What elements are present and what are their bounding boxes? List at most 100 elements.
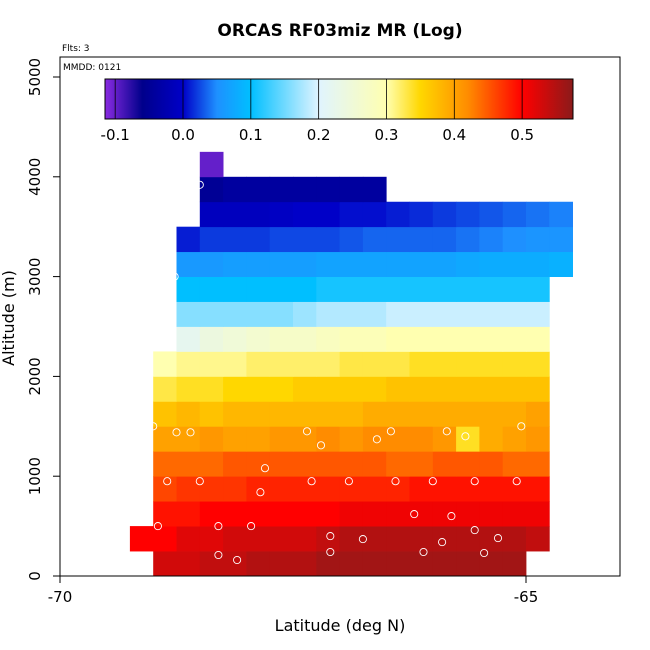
heatmap-cell (432, 251, 457, 277)
heatmap-cell (316, 301, 340, 327)
heatmap-cell (199, 426, 224, 452)
heatmap-cell (409, 351, 434, 377)
flight-point (428, 477, 437, 486)
y-tick-label: 4000 (26, 158, 44, 196)
heatmap-cell (502, 301, 527, 327)
heatmap-cell (526, 226, 550, 253)
heatmap-cell (432, 201, 457, 228)
heatmap-cell (199, 451, 224, 477)
heatmap-cell (293, 526, 317, 552)
heatmap-cell (502, 501, 527, 527)
heatmap-cell (176, 251, 201, 277)
heatmap-cell (293, 551, 317, 577)
heatmap-cell (339, 276, 364, 302)
heatmap-cell (409, 551, 434, 577)
flight-point (386, 427, 395, 436)
heatmap-cell (176, 226, 201, 253)
heatmap-cell (339, 451, 364, 477)
heatmap-cell (293, 226, 317, 253)
flight-point (302, 427, 312, 436)
flight-point (372, 435, 381, 444)
flight-point (247, 522, 256, 531)
heatmap-cell (339, 551, 364, 577)
y-axis-label: Altitude (m) (0, 270, 18, 366)
heatmap-cell (176, 501, 201, 527)
heatmap-cell (199, 226, 224, 253)
heatmap-cell (386, 401, 410, 427)
flight-point (316, 441, 326, 450)
x-axis: -70 -65 (48, 576, 538, 606)
heatmap-cell (362, 276, 387, 302)
heatmap-cell (386, 376, 410, 402)
heatmap-cell (386, 451, 410, 477)
heatmap-cell (246, 551, 271, 577)
heatmap-cell (293, 176, 317, 203)
heatmap-cell (176, 451, 201, 477)
heatmap-cell (362, 301, 387, 327)
heatmap-cell (316, 476, 340, 502)
colorbar-tick-label: 0.2 (307, 126, 331, 144)
heatmap-cell (293, 326, 317, 352)
heatmap-cell (316, 351, 340, 377)
heatmap-cell (432, 426, 457, 452)
heatmap-cell (316, 276, 340, 302)
heatmap-cell (362, 526, 387, 552)
heatmap-cell (293, 301, 317, 327)
flight-point (601, 357, 610, 366)
flight-point (111, 554, 120, 564)
heatmap-cell (479, 501, 504, 527)
heatmap-cell (526, 351, 550, 377)
heatmap-cell (269, 326, 294, 352)
heatmap-cell (223, 426, 247, 452)
heatmap-cell (456, 376, 480, 402)
heatmap-cell (223, 401, 247, 427)
flight-point (153, 522, 162, 531)
heatmap-cell (456, 451, 480, 477)
flight-point (111, 526, 120, 535)
heatmap-cell (502, 276, 527, 302)
heatmap-cell (153, 426, 177, 452)
heatmap-cell (362, 501, 387, 527)
heatmap-cell (549, 201, 573, 228)
heatmap-cell (339, 251, 364, 277)
heatmap-cell (479, 451, 504, 477)
colorbar-tick-label: 0.4 (442, 126, 466, 144)
x-tick-label: -70 (48, 588, 73, 606)
heatmap-cell (246, 176, 271, 203)
heatmap-cell (456, 476, 480, 502)
flight-point (170, 272, 179, 281)
flight-point (107, 541, 116, 550)
heatmap-cell (199, 476, 224, 502)
heatmap-cell (526, 501, 550, 527)
heatmap-cell (269, 501, 294, 527)
heatmap-cell (386, 201, 410, 228)
heatmap-cell (432, 326, 457, 352)
heatmap-cell (339, 501, 364, 527)
heatmap-cell (246, 301, 271, 327)
heatmap-cell (502, 376, 527, 402)
heatmap-cell (246, 426, 271, 452)
heatmap-cell (176, 476, 201, 502)
flight-point (447, 512, 456, 521)
heatmap-cell (199, 276, 224, 302)
heatmap-cell (199, 201, 224, 228)
heatmap-cell (153, 451, 177, 477)
heatmap-cell (456, 276, 480, 302)
heatmap-cell (409, 526, 434, 552)
heatmap-cell (316, 226, 340, 253)
heatmap-cell (362, 476, 387, 502)
heatmap-cell (199, 401, 224, 427)
heatmap-cell (223, 176, 247, 203)
heatmap-cell (129, 526, 154, 552)
heatmap-cell (479, 551, 504, 577)
heatmap-cell (526, 201, 550, 228)
heatmap-cell (409, 201, 434, 228)
heatmap-cell (409, 501, 434, 527)
heatmap-cells (129, 151, 573, 577)
colorbar: -0.1 0.0 0.1 0.2 0.3 0.4 0.5 (101, 78, 574, 144)
heatmap-cell (479, 201, 504, 228)
heatmap-cell (223, 251, 247, 277)
heatmap-cell (269, 551, 294, 577)
heatmap-cell (176, 551, 201, 577)
